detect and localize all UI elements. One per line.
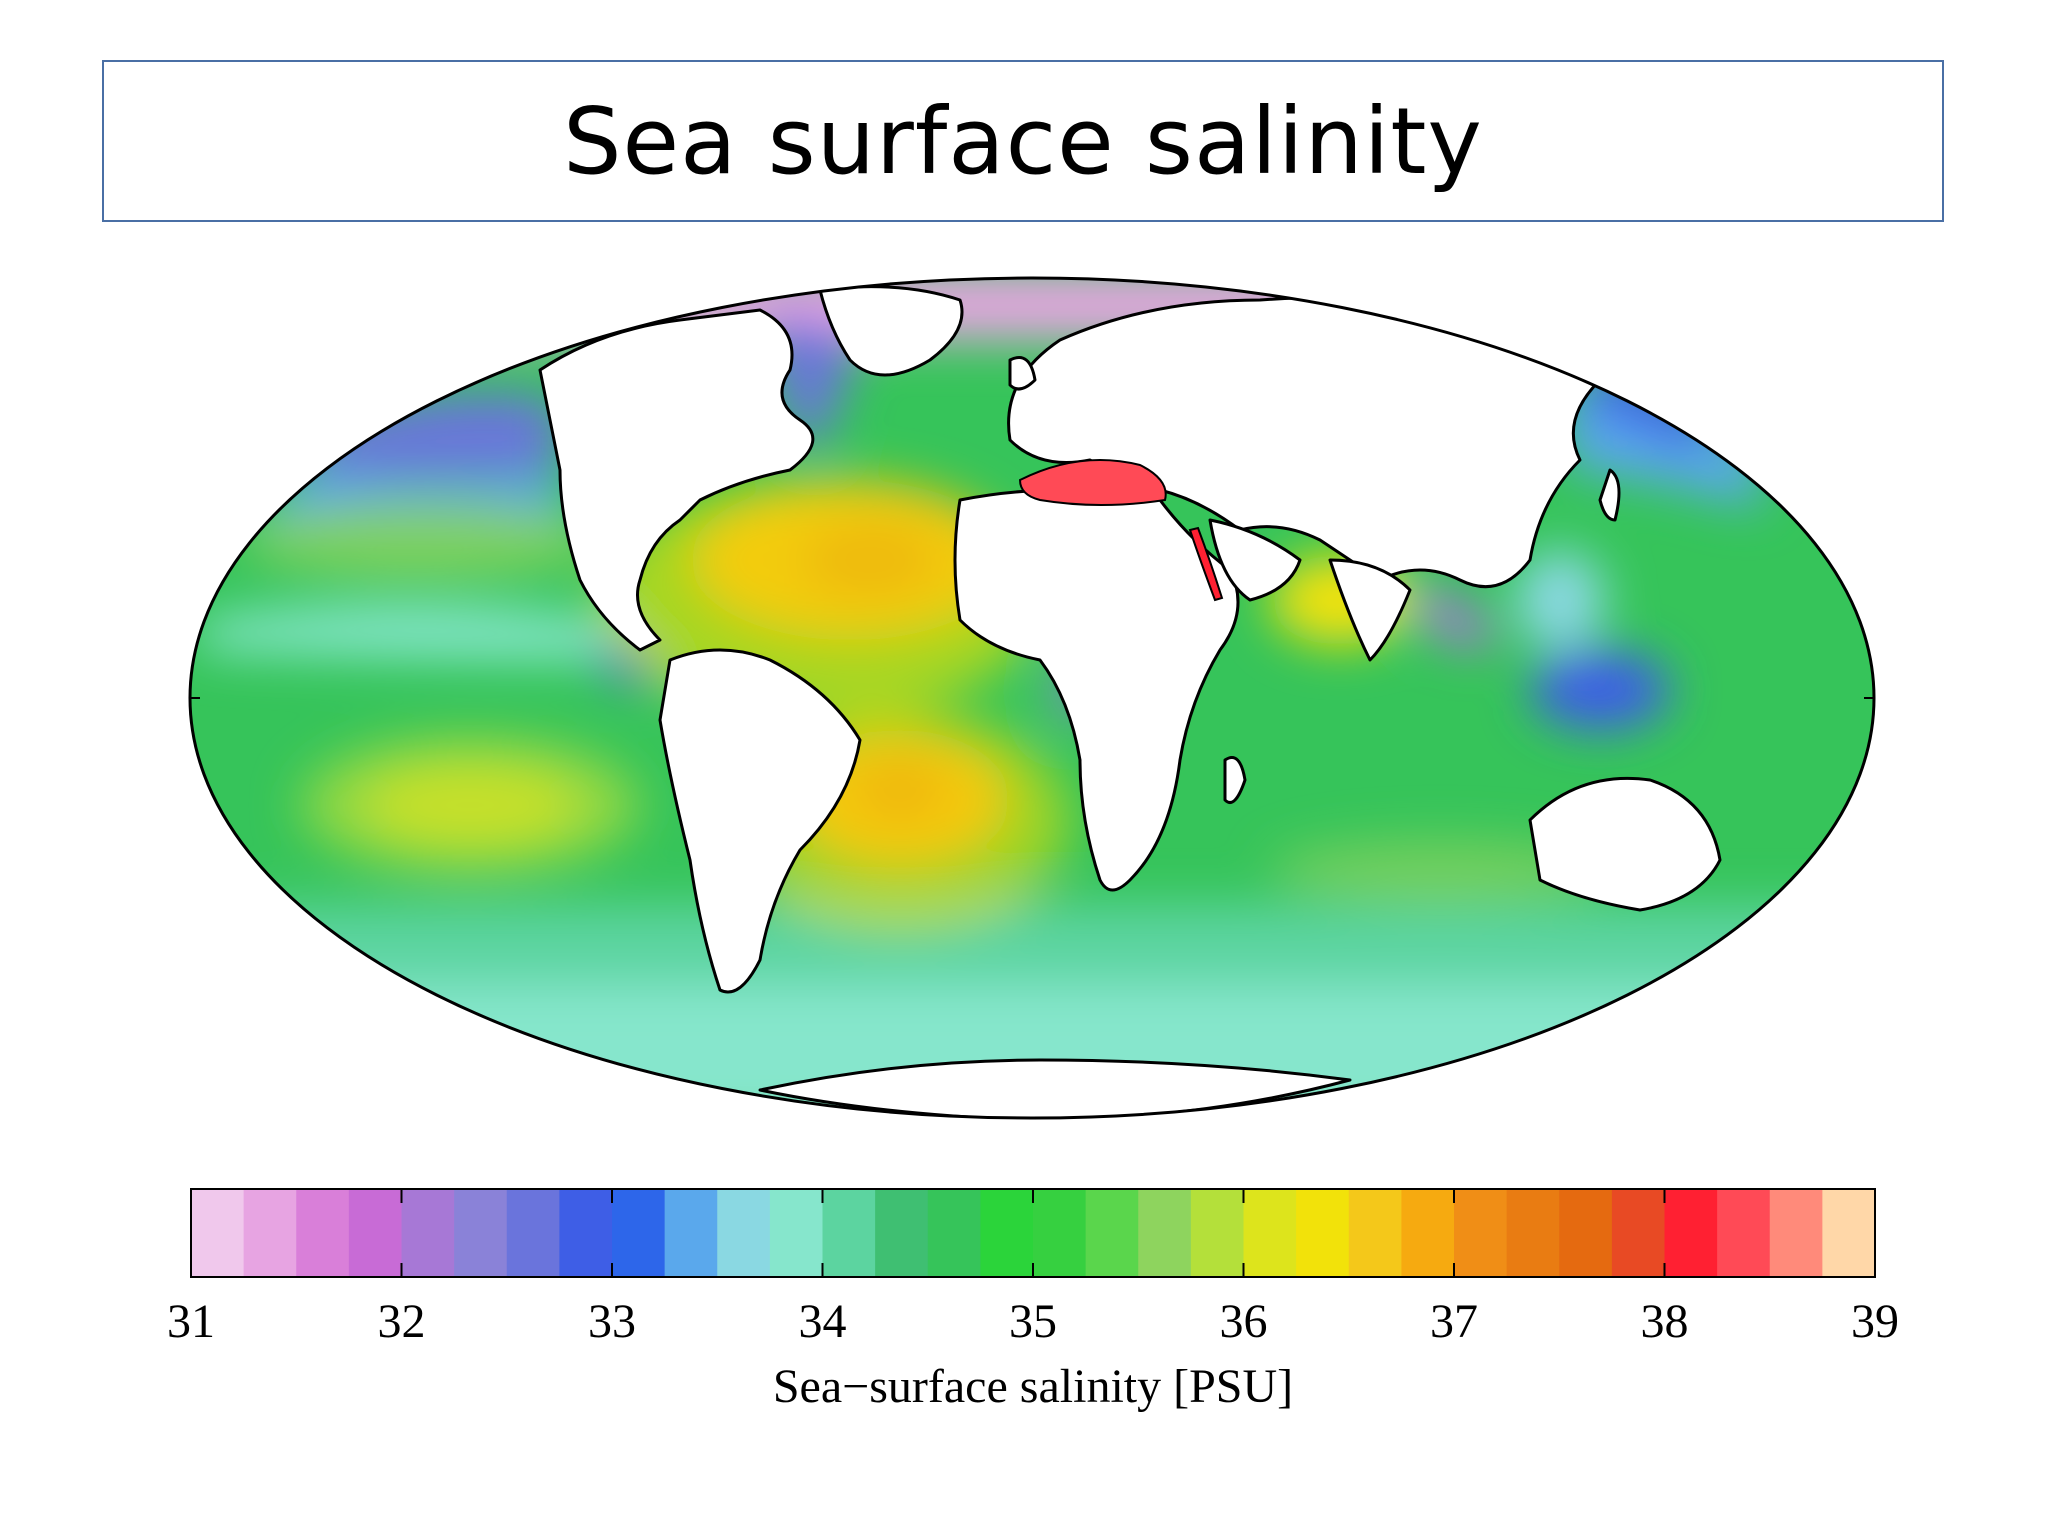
colorbar-swatch (769, 1189, 824, 1277)
slide-title: Sea surface salinity (563, 87, 1483, 195)
british-isles (1008, 356, 1037, 391)
eq-pacific-cyan (200, 605, 620, 660)
colorbar-swatch (191, 1189, 245, 1277)
colorbar-swatch (1717, 1189, 1771, 1277)
colorbar-tick-label: 31 (167, 1295, 215, 1348)
red-sea (1188, 526, 1224, 602)
arctic-pink (190, 278, 1874, 340)
colorbar-swatch (980, 1189, 1034, 1277)
colorbar-swatch (1769, 1189, 1823, 1277)
colorbar-swatch (1506, 1189, 1560, 1277)
arabia (1208, 518, 1302, 602)
colorbar-swatch (348, 1189, 403, 1277)
africa (953, 488, 1240, 892)
mediterranean-sea (1018, 459, 1167, 506)
colorbar-tick-label: 38 (1641, 1295, 1689, 1348)
colorbar-swatch (1085, 1189, 1139, 1277)
colorbar-swatch (454, 1189, 508, 1277)
colorbar-swatch (1559, 1189, 1613, 1277)
colorbar-swatch (401, 1189, 455, 1277)
bay-of-bengal (1410, 588, 1500, 648)
colorbar-swatch (875, 1189, 929, 1277)
colorbar-swatch (1296, 1189, 1350, 1277)
colorbar-swatch (1454, 1189, 1508, 1277)
colorbar-swatch (927, 1189, 981, 1277)
colorbar-swatch (1190, 1189, 1245, 1277)
land-masses (538, 285, 1722, 1118)
colorbar-swatch (1348, 1189, 1402, 1277)
colorbar-swatch (1033, 1189, 1087, 1277)
n-pacific-green (240, 500, 600, 580)
indonesian-seas (1530, 650, 1670, 730)
colorbar-swatch (1243, 1189, 1297, 1277)
colorbar-axis-label: Sea−surface salinity [PSU] (773, 1360, 1293, 1413)
colorbar-swatch (1401, 1189, 1455, 1277)
colorbar-swatch (1138, 1189, 1192, 1277)
colorbar-swatch (822, 1189, 876, 1277)
colorbar-swatch (243, 1189, 297, 1277)
colorbar-swatch (296, 1189, 350, 1277)
colorbar-tick-label: 37 (1430, 1295, 1478, 1348)
north-america (538, 308, 815, 652)
colorbar-swatch (559, 1189, 613, 1277)
south-america (658, 648, 862, 994)
colorbar-tick-label: 36 (1220, 1295, 1268, 1348)
s-indian-band (1270, 840, 1610, 900)
madagascar (1223, 756, 1247, 804)
australia (1528, 776, 1722, 912)
colorbar-tick-label: 32 (378, 1295, 426, 1348)
japan (1598, 468, 1621, 522)
colorbar-swatch (1611, 1189, 1666, 1277)
colorbar: 31 32 33 34 35 36 37 38 39 Sea−surface salinity [… (167, 1188, 1899, 1413)
s-china-sea (1515, 550, 1605, 650)
colorbar-swatch (1664, 1189, 1718, 1277)
slide-title-box: Sea surface salinity (102, 60, 1944, 222)
colorbar-swatch (717, 1189, 771, 1277)
eurasia (1007, 296, 1602, 589)
colorbar-swatch (612, 1189, 666, 1277)
colorbar-tick-label: 33 (588, 1295, 636, 1348)
s-pacific-halo (300, 735, 640, 875)
colorbar-tick-label: 35 (1009, 1295, 1057, 1348)
india (1328, 558, 1412, 662)
greenland (818, 285, 964, 377)
colorbar-swatch (1822, 1189, 1876, 1277)
colorbar-swatch (664, 1189, 718, 1277)
colorbar-tick-label: 39 (1851, 1295, 1899, 1348)
subantarctic-band (190, 905, 1874, 985)
colorbar-swatch (506, 1189, 560, 1277)
colorbar-tick-label: 34 (799, 1295, 847, 1348)
